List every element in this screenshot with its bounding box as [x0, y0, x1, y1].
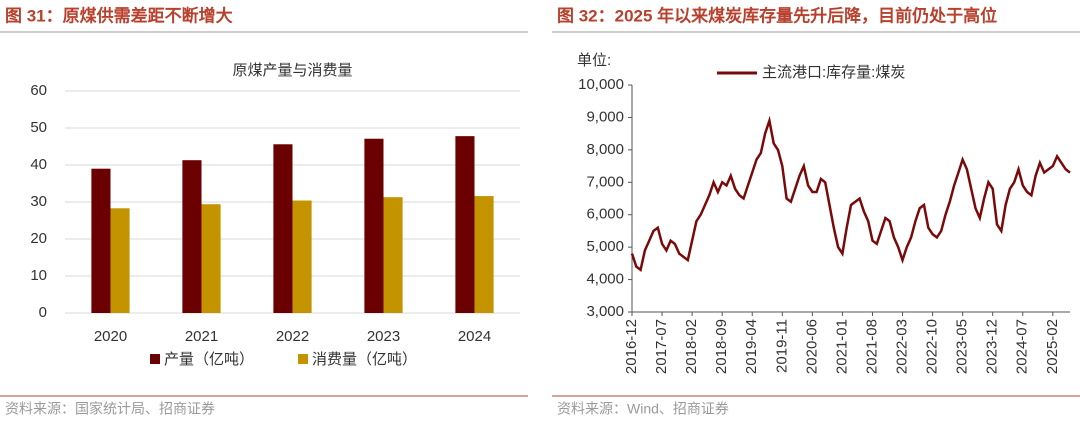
- y-tick-label: 0: [39, 304, 47, 321]
- y-tick-label: 10: [30, 267, 47, 284]
- legend-label: 产量（亿吨）: [164, 351, 254, 368]
- bar: [455, 136, 475, 313]
- figure-title: 图 31：原煤供需差距不断增大: [5, 5, 233, 25]
- x-tick-label: 2022-10: [924, 319, 941, 374]
- x-tick-label: 2020-06: [803, 319, 820, 374]
- y-tick-label: 4,000: [586, 271, 624, 288]
- bar: [110, 208, 130, 313]
- x-tick-label: 2023-12: [984, 319, 1001, 374]
- y-tick-label: 20: [30, 230, 47, 247]
- x-tick-label: 2016-12: [623, 319, 640, 374]
- bar: [292, 200, 312, 313]
- x-tick-label: 2024: [458, 328, 491, 345]
- x-tick-label: 2017-07: [653, 319, 670, 374]
- y-tick-label: 10,000: [578, 76, 624, 93]
- y-tick-label: 5,000: [586, 238, 624, 255]
- x-tick-label: 2018-02: [683, 319, 700, 374]
- bar: [201, 204, 221, 313]
- source: 资料来源：Wind、招商证券: [557, 401, 729, 417]
- y-tick-label: 40: [30, 156, 47, 173]
- y-tick-label: 50: [30, 119, 47, 136]
- panel: 图 32：2025 年以来煤炭库存量先升后降，目前仍处于高位资料来源：Wind、…: [552, 5, 1080, 417]
- x-tick-label: 2021-01: [833, 319, 850, 374]
- figure-title: 图 32：2025 年以来煤炭库存量先升后降，目前仍处于高位: [557, 5, 997, 25]
- y-tick-label: 30: [30, 193, 47, 210]
- legend-label: 消费量（亿吨）: [312, 351, 417, 368]
- x-tick-label: 2022: [276, 328, 309, 345]
- y-tick-label: 3,000: [586, 303, 624, 320]
- x-tick-label: 2021-08: [863, 319, 880, 374]
- bar: [91, 168, 111, 313]
- y-tick-label: 6,000: [586, 206, 624, 223]
- y-tick-label: 8,000: [586, 141, 624, 158]
- legend-label: 主流港口:库存量:煤炭: [762, 64, 905, 81]
- x-tick-label: 2023: [367, 328, 400, 345]
- x-tick-label: 2024-07: [1014, 319, 1031, 374]
- source: 资料来源：国家统计局、招商证券: [5, 401, 215, 417]
- x-tick-label: 2023-05: [954, 319, 971, 374]
- x-tick-label: 2022-03: [893, 319, 910, 374]
- y-tick-label: 9,000: [586, 108, 624, 125]
- legend-swatch: [150, 354, 160, 364]
- y-tick-label: 7,000: [586, 173, 624, 190]
- y-unit: 单位:: [577, 52, 611, 69]
- bar: [182, 160, 202, 313]
- chart-title: 原煤产量与消费量: [232, 62, 352, 79]
- bar: [273, 144, 293, 313]
- x-tick-label: 2020: [94, 328, 127, 345]
- line: [630, 115, 1071, 272]
- bar: [383, 197, 403, 313]
- x-tick-label: 2019-11: [773, 319, 790, 373]
- x-tick-label: 2021: [185, 328, 218, 345]
- x-tick-label: 2018-09: [713, 319, 730, 374]
- bar: [474, 196, 494, 313]
- x-tick-label: 2025-02: [1044, 319, 1061, 374]
- legend-swatch: [298, 354, 308, 364]
- y-tick-label: 60: [30, 82, 47, 99]
- bar: [364, 138, 384, 313]
- x-tick-label: 2019-04: [743, 319, 760, 374]
